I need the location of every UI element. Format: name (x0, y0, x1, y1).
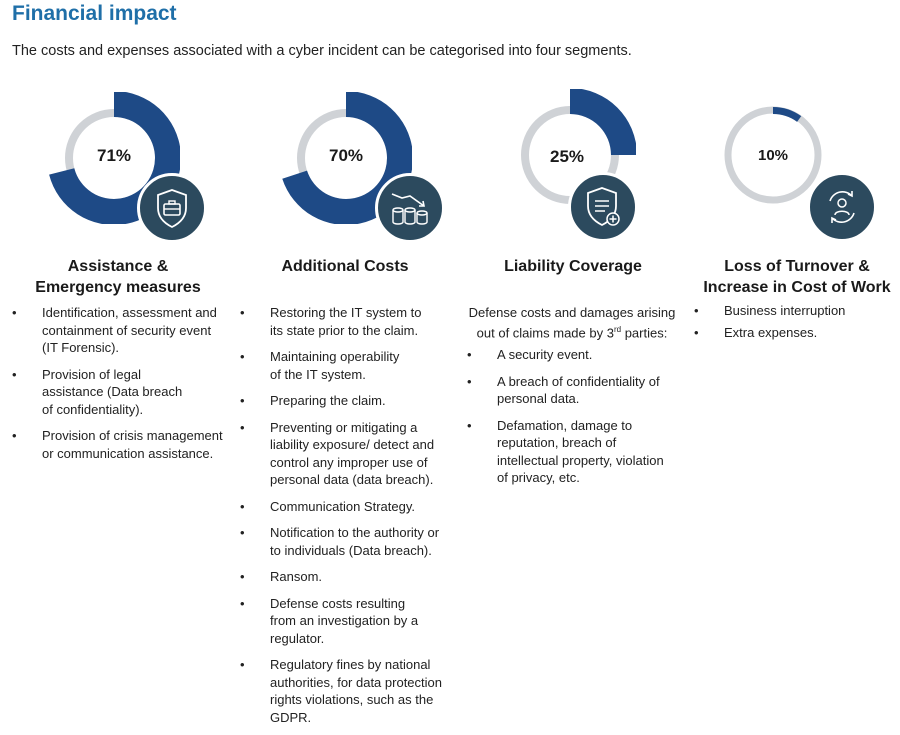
badge-person (807, 172, 877, 242)
heading-line: Loss of Turnover & (724, 258, 870, 275)
bullet-list: A security event. A breach of confidenti… (467, 346, 677, 496)
list-item: Extra expenses. (694, 324, 894, 342)
page-subtitle: The costs and expenses associated with a… (12, 43, 632, 59)
list-item: Provision of legal assistance (Data brea… (12, 366, 192, 419)
percent-label: 71% (96, 146, 132, 165)
segment-heading: Loss of Turnover & Increase in Cost of W… (697, 256, 897, 298)
list-item: Defense costs resulting from an investig… (240, 595, 420, 648)
segment-heading: Additional Costs (250, 256, 440, 277)
bullet-list: Identification, assessment and containme… (12, 304, 227, 471)
percent-label: 25% (549, 147, 585, 166)
donut-chart-loss: 10% (707, 89, 839, 221)
list-item: Identification, assessment and containme… (12, 304, 227, 357)
document-shield-icon (587, 187, 620, 227)
briefcase-shield-icon (157, 189, 187, 229)
list-item: Restoring the IT system to its state pri… (240, 304, 438, 339)
heading-line: Additional Costs (281, 258, 409, 275)
list-item: Regulatory fines by national authorities… (240, 656, 452, 726)
list-item: Notification to the authority or to indi… (240, 524, 445, 559)
list-item: Preparing the claim. (240, 392, 455, 410)
segment-intro: Defense costs and damages arising out of… (466, 304, 678, 341)
intro-superscript: rd (613, 325, 622, 334)
page-title: Financial impact (12, 2, 177, 25)
list-item: Ransom. (240, 568, 455, 586)
segment-heading: Assistance & Emergency measures (18, 256, 218, 298)
person-refresh-icon (829, 191, 855, 223)
heading-line: Assistance & (67, 258, 169, 275)
list-item: A breach of confidentiality of personal … (467, 373, 672, 408)
heading-line: Emergency measures (35, 279, 201, 296)
list-item: Provision of crisis management or commun… (12, 427, 227, 462)
donut-fill (570, 89, 636, 155)
intro-text: Defense costs and damages arising out of… (468, 305, 676, 341)
list-item: Maintaining operability of the IT system… (240, 348, 410, 383)
list-item: Business interruption (694, 302, 894, 320)
bullet-list: Business interruption Extra expenses. (694, 302, 894, 350)
heading-line: Liability Coverage (504, 258, 642, 275)
badge-document (568, 172, 638, 242)
percent-label: 70% (328, 146, 364, 165)
segment-heading: Liability Coverage (478, 256, 668, 277)
intro-text-end: parties: (621, 325, 668, 341)
badge-briefcase (137, 173, 207, 243)
list-item: Preventing or mitigating a liability exp… (240, 419, 442, 489)
badge-coins (375, 173, 445, 243)
donut-fill (773, 107, 802, 122)
list-item: Defamation, damage to reputation, breach… (467, 417, 677, 487)
donut-svg (724, 106, 822, 204)
list-item: A security event. (467, 346, 677, 364)
heading-line: Increase in Cost of Work (703, 279, 891, 296)
percent-label: 10% (757, 147, 789, 164)
list-item: Communication Strategy. (240, 498, 455, 516)
bullet-list: Restoring the IT system to its state pri… (240, 304, 455, 735)
coins-decline-icon (391, 193, 428, 225)
